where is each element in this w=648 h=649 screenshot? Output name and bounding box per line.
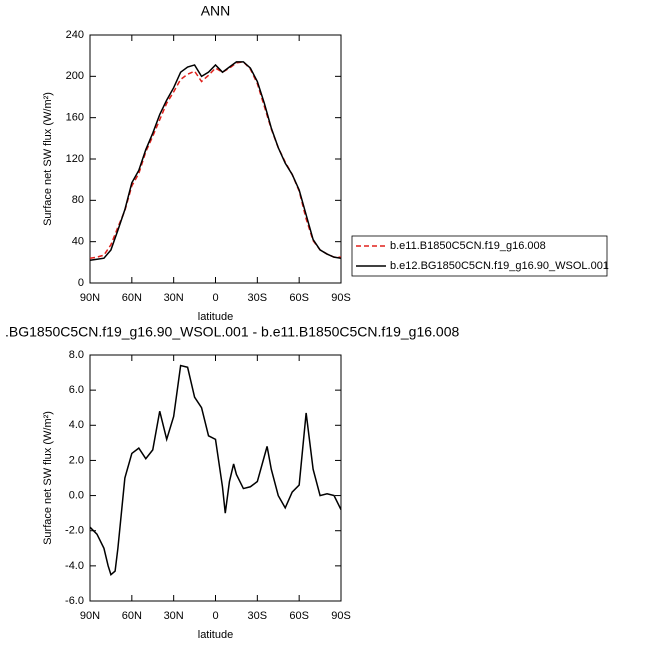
x-tick-label: 0: [212, 610, 218, 622]
series-line: [89, 61, 341, 259]
series-line: [89, 364, 342, 576]
series-line: [89, 61, 342, 262]
legend-box: [351, 235, 608, 277]
y-tick-label: 40: [72, 236, 84, 248]
y-tick-label: 200: [66, 70, 84, 82]
x-tick-label: 60N: [122, 292, 142, 304]
y-tick-label: 0.0: [69, 489, 84, 501]
x-tick-label: 90N: [80, 292, 100, 304]
y-tick-label: 120: [66, 153, 84, 165]
x-tick-label: 30N: [164, 292, 184, 304]
x-tick-label: 30S: [248, 610, 268, 622]
x-tick-label: 0: [212, 292, 218, 304]
y-tick-label: -2.0: [65, 525, 84, 537]
y-tick-label: 80: [72, 194, 84, 206]
y-axis-label: Surface net SW flux (W/m²): [42, 92, 54, 226]
x-tick-label: 30N: [164, 610, 184, 622]
legend-label: b.e11.B1850C5CN.f19_g16.008: [390, 240, 546, 252]
y-tick-label: 4.0: [69, 419, 84, 431]
x-tick-label: 60S: [289, 292, 309, 304]
x-tick-label: 90N: [80, 610, 100, 622]
y-tick-label: -4.0: [65, 560, 84, 572]
plot-frame: [89, 354, 342, 602]
x-tick-label: 60S: [289, 610, 309, 622]
y-tick-label: -6.0: [65, 595, 84, 607]
y-tick-label: 6.0: [69, 384, 84, 396]
chart-title: .BG1850C5CN.f19_g16.90_WSOL.001 - b.e11.…: [5, 324, 459, 340]
legend-label: b.e12.BG1850C5CN.f19_g16.90_WSOL.001: [390, 260, 609, 272]
x-tick-label: 90S: [331, 292, 351, 304]
x-axis-label: latitude: [198, 311, 233, 323]
x-axis-label: latitude: [198, 629, 233, 641]
y-tick-label: 8.0: [69, 349, 84, 361]
x-tick-label: 60N: [122, 610, 142, 622]
plot-frame: [89, 34, 342, 284]
y-axis-label: Surface net SW flux (W/m²): [42, 411, 54, 545]
y-tick-label: 160: [66, 112, 84, 124]
y-tick-label: 0: [78, 277, 84, 289]
x-tick-label: 90S: [331, 610, 351, 622]
y-tick-label: 2.0: [69, 454, 84, 466]
x-tick-label: 30S: [248, 292, 268, 304]
y-tick-label: 240: [66, 29, 84, 41]
chart-title: ANN: [201, 3, 231, 19]
